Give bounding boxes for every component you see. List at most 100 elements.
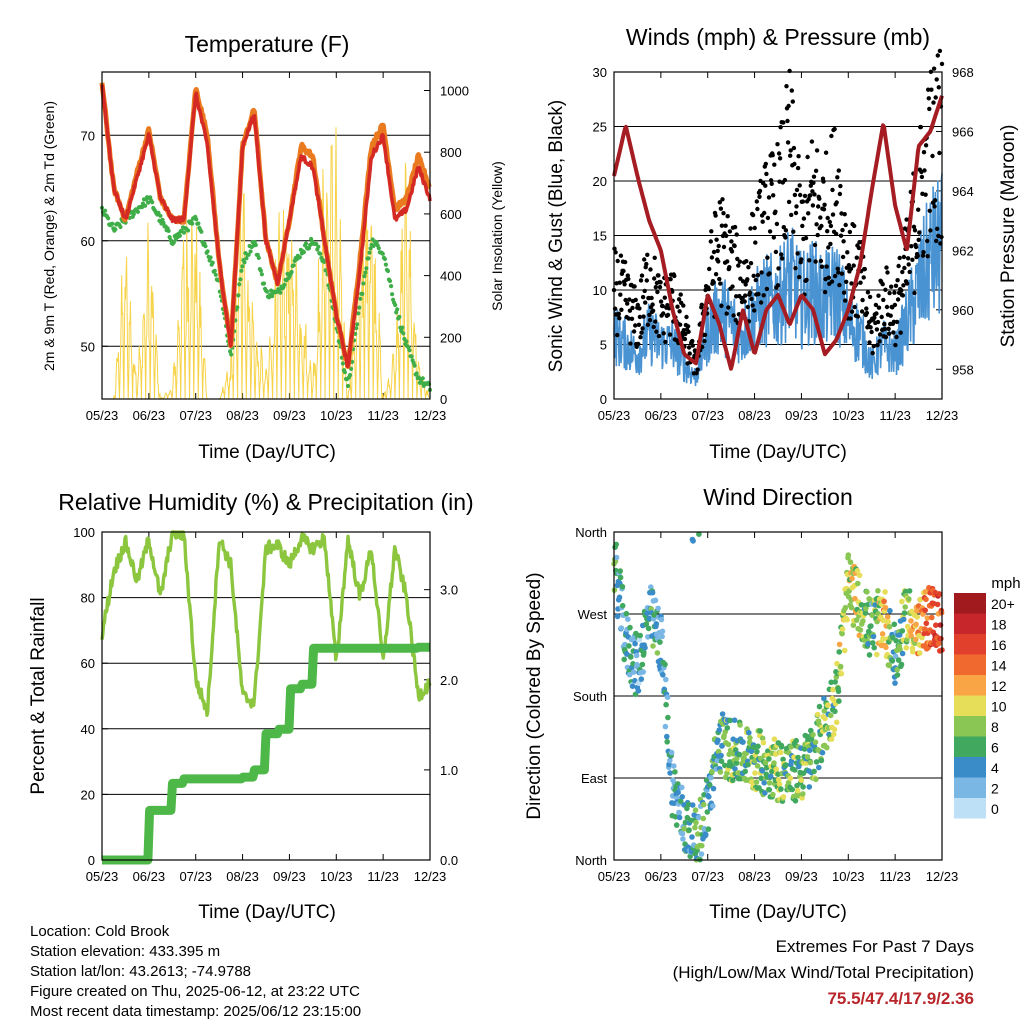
direction-point bbox=[886, 662, 892, 669]
gust-point bbox=[708, 239, 713, 244]
gust-point bbox=[829, 279, 835, 284]
direction-point bbox=[716, 727, 723, 733]
gust-point bbox=[811, 174, 817, 179]
gust-point bbox=[755, 273, 761, 278]
direction-point bbox=[715, 737, 721, 743]
dewpoint-point bbox=[414, 371, 419, 376]
gust-point bbox=[927, 208, 932, 213]
colorbar-label: 8 bbox=[991, 719, 999, 735]
direction-point bbox=[938, 635, 944, 642]
gust-point bbox=[690, 338, 695, 344]
gust-point bbox=[875, 342, 880, 348]
direction-point bbox=[707, 782, 713, 788]
direction-point bbox=[816, 764, 822, 771]
gust-point bbox=[849, 281, 854, 286]
gust-point bbox=[904, 281, 910, 286]
direction-point bbox=[640, 669, 646, 675]
direction-point bbox=[700, 801, 707, 808]
y-tick-label: 60 bbox=[81, 656, 95, 671]
direction-point bbox=[637, 632, 643, 639]
gust-point bbox=[893, 283, 899, 288]
dewpoint-point bbox=[131, 212, 136, 217]
direction-point bbox=[868, 623, 874, 629]
gust-point bbox=[848, 316, 853, 321]
gust-point bbox=[797, 274, 802, 280]
gust-point bbox=[748, 226, 753, 231]
x-tick-label: 08/23 bbox=[738, 408, 771, 423]
dewpoint-point bbox=[213, 272, 218, 277]
direction-point bbox=[682, 819, 689, 826]
dewpoint-point bbox=[135, 209, 140, 214]
direction-point bbox=[619, 583, 626, 590]
direction-point bbox=[780, 756, 786, 763]
gust-point bbox=[737, 259, 743, 264]
gust-point bbox=[771, 235, 776, 240]
gust-point bbox=[882, 321, 887, 327]
direction-point bbox=[819, 749, 826, 756]
direction-point bbox=[746, 729, 752, 736]
gust-point bbox=[867, 340, 872, 345]
y2-tick-label: 600 bbox=[440, 207, 462, 222]
gust-point bbox=[751, 273, 756, 278]
gust-point bbox=[748, 261, 754, 266]
dewpoint-point bbox=[374, 239, 379, 245]
dewpoint-point bbox=[364, 266, 369, 271]
direction-point bbox=[629, 683, 636, 689]
gust-point bbox=[911, 224, 917, 229]
direction-point bbox=[613, 541, 619, 548]
gust-point bbox=[930, 153, 935, 159]
direction-point bbox=[923, 596, 929, 603]
gust-point bbox=[773, 249, 779, 255]
gust-point bbox=[668, 277, 673, 282]
direction-point bbox=[793, 737, 799, 744]
direction-point bbox=[736, 751, 743, 758]
direction-point bbox=[766, 787, 773, 793]
gust-point bbox=[937, 150, 942, 156]
gust-point bbox=[734, 232, 739, 237]
gust-point bbox=[931, 66, 937, 71]
gust-point bbox=[675, 304, 680, 309]
gust-point bbox=[625, 273, 630, 278]
x-tick-label: 11/23 bbox=[367, 408, 399, 423]
gust-point bbox=[784, 84, 789, 89]
dewpoint-point bbox=[235, 305, 240, 310]
dewpoint-point bbox=[110, 221, 115, 226]
gust-point bbox=[717, 200, 722, 205]
wind-direction-panel: Wind Direction Direction (Colored By Spe… bbox=[524, 484, 958, 923]
gust-point bbox=[681, 303, 686, 308]
gust-point bbox=[929, 87, 934, 92]
gust-point bbox=[709, 255, 715, 260]
direction-point bbox=[652, 597, 659, 604]
gust-point bbox=[617, 316, 622, 321]
gust-point bbox=[687, 351, 692, 356]
gust-point bbox=[795, 251, 800, 256]
direction-point bbox=[635, 688, 642, 694]
direction-point bbox=[703, 832, 709, 838]
gust-point bbox=[879, 314, 884, 320]
gust-point bbox=[786, 103, 791, 109]
gust-point bbox=[919, 174, 925, 180]
gust-point bbox=[894, 334, 899, 340]
direction-point bbox=[722, 762, 728, 769]
gust-point bbox=[735, 256, 740, 262]
recent-timestamp: Most recent data timestamp: 2025/06/12 2… bbox=[30, 1003, 362, 1020]
gust-point bbox=[645, 252, 650, 257]
gust-point bbox=[880, 282, 885, 287]
direction-point bbox=[847, 559, 854, 565]
direction-point bbox=[769, 768, 775, 775]
direction-point bbox=[664, 739, 670, 745]
direction-point bbox=[633, 652, 640, 659]
humidity-ylabel: Percent & Total Rainfall bbox=[28, 597, 49, 794]
direction-point bbox=[875, 588, 881, 594]
direction-point bbox=[899, 628, 906, 634]
gust-point bbox=[753, 277, 758, 283]
gust-point bbox=[615, 258, 620, 264]
extremes-values: 75.5/47.4/17.9/2.36 bbox=[827, 989, 974, 1008]
dewpoint-point bbox=[301, 250, 306, 255]
direction-point bbox=[913, 621, 919, 628]
gust-point bbox=[716, 259, 721, 264]
pressure-ylabel: Station Pressure (Maroon) bbox=[998, 125, 1019, 348]
gust-point bbox=[809, 139, 815, 144]
direction-point bbox=[692, 807, 699, 813]
direction-point bbox=[814, 711, 821, 718]
